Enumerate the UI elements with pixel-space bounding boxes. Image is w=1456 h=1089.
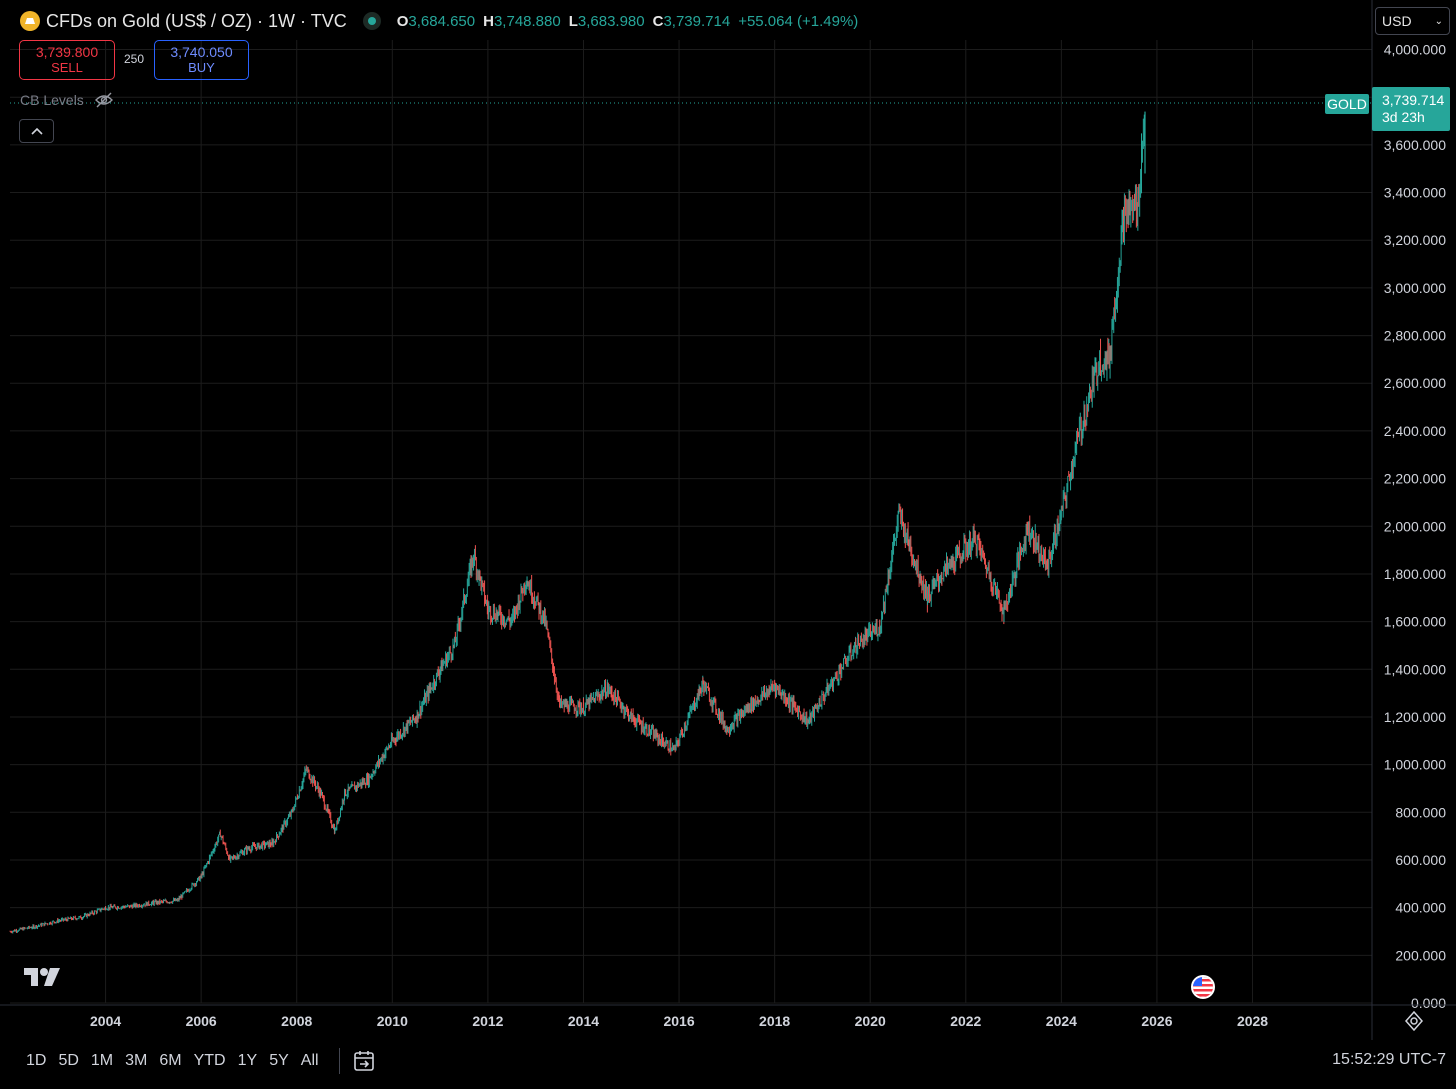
- y-tick-label: 2,800.000: [1384, 328, 1446, 344]
- y-tick-label: 2,000.000: [1384, 518, 1446, 534]
- y-tick-label: 200.000: [1395, 947, 1446, 963]
- timeframe-1y[interactable]: 1Y: [237, 1052, 258, 1069]
- y-tick-label: 3,400.000: [1384, 185, 1446, 201]
- symbol-title[interactable]: CFDs on Gold (US$ / OZ) · 1W · TVC: [46, 10, 347, 31]
- chart-grid: [10, 40, 1372, 1004]
- sell-price: 3,739.800: [35, 44, 99, 60]
- clock[interactable]: 15:52:29 UTC-7: [1332, 1051, 1446, 1068]
- timeframe-ytd[interactable]: YTD: [193, 1052, 226, 1069]
- y-tick-label: 400.000: [1395, 900, 1446, 916]
- sell-button[interactable]: 3,739.800 SELL: [19, 40, 115, 80]
- timeframe-all[interactable]: All: [300, 1052, 319, 1069]
- x-tick-label: 2016: [663, 1013, 694, 1029]
- timeframe-5d[interactable]: 5D: [58, 1052, 79, 1069]
- goto-date-icon[interactable]: [352, 1049, 376, 1073]
- price-chart[interactable]: 0.000 200.000 400.000 600.000 800.000 1,000.0…: [0, 0, 1456, 1040]
- y-tick-label: 2,400.000: [1384, 423, 1446, 439]
- ohlc-low: L3,683.980: [568, 12, 645, 30]
- x-tick-label: 2012: [472, 1013, 503, 1029]
- y-tick-label: 1,400.000: [1384, 661, 1446, 677]
- chevron-down-icon: ⌄: [1434, 15, 1443, 27]
- ohlc-close: C3,739.714: [652, 12, 731, 30]
- x-tick-label: 2006: [186, 1013, 217, 1029]
- currency-select[interactable]: USD ⌄: [1375, 7, 1450, 35]
- axis-settings-icon[interactable]: [1404, 1011, 1424, 1031]
- market-status-icon: [362, 12, 381, 30]
- ohlc-values: O3,684.650 H3,748.880 L3,683.980 C3,739.…: [397, 13, 859, 30]
- last-price-value: 3,739.714: [1382, 92, 1445, 108]
- y-tick-label: 0.000: [1411, 995, 1446, 1011]
- indicator-name: CB Levels: [20, 92, 84, 108]
- spread-value: 250: [123, 52, 145, 66]
- y-tick-label: 1,000.000: [1384, 757, 1446, 773]
- ohlc-high: H3,748.880: [483, 12, 561, 30]
- us-flag-event-icon[interactable]: [1191, 975, 1215, 999]
- buy-button[interactable]: 3,740.050 BUY: [154, 40, 249, 80]
- ohlc-open: O3,684.650: [396, 12, 476, 30]
- y-tick-label: 600.000: [1395, 852, 1446, 868]
- buy-price: 3,740.050: [170, 44, 233, 60]
- symbol-price-label: GOLD: [1325, 94, 1369, 114]
- y-tick-label: 800.000: [1395, 804, 1446, 820]
- timeframe-6m[interactable]: 6M: [159, 1052, 182, 1069]
- y-tick-label: 1,200.000: [1384, 709, 1446, 725]
- bar-countdown: 3d 23h: [1382, 109, 1425, 125]
- tradingview-logo-icon[interactable]: [24, 966, 62, 988]
- currency-value: USD: [1382, 13, 1412, 29]
- y-tick-label: 2,600.000: [1384, 375, 1446, 391]
- x-tick-label: 2024: [1046, 1013, 1077, 1029]
- eye-off-icon[interactable]: [94, 92, 114, 108]
- y-tick-label: 3,200.000: [1384, 232, 1446, 248]
- y-tick-label: 4,000.000: [1384, 42, 1446, 58]
- x-tick-label: 2026: [1141, 1013, 1172, 1029]
- chevron-up-icon: [30, 127, 43, 135]
- timeframe-tabs: 1D 5D 1M 3M 6M YTD 1Y 5Y All: [20, 1052, 325, 1070]
- collapse-legend-button[interactable]: [19, 119, 54, 143]
- x-tick-label: 2010: [377, 1013, 408, 1029]
- timeframe-1m[interactable]: 1M: [90, 1052, 114, 1069]
- last-price-box: 3,739.714 3d 23h: [1372, 87, 1450, 131]
- y-tick-label: 1,800.000: [1384, 566, 1446, 582]
- x-axis: 2004 2006 2008 2010 2012 2014 2016 2018 2020 2022…: [0, 1004, 1456, 1029]
- y-tick-label: 2,200.000: [1384, 471, 1446, 487]
- timeframe-3m[interactable]: 3M: [125, 1052, 148, 1069]
- gold-logo-icon: [20, 11, 40, 31]
- x-tick-label: 2008: [281, 1013, 312, 1029]
- bottom-toolbar: 1D 5D 1M 3M 6M YTD 1Y 5Y All 15:52:29 UTC-7: [0, 1040, 1456, 1082]
- x-tick-label: 2022: [950, 1013, 981, 1029]
- y-tick-label: 3,000.000: [1384, 280, 1446, 296]
- y-axis: 0.000 200.000 400.000 600.000 800.000 1,000.0…: [1371, 0, 1446, 1040]
- toolbar-divider: [338, 1048, 340, 1074]
- x-tick-label: 2028: [1237, 1013, 1268, 1029]
- y-tick-label: 1,600.000: [1384, 614, 1446, 630]
- timeframe-5y[interactable]: 5Y: [269, 1052, 289, 1069]
- timeframe-1d[interactable]: 1D: [26, 1052, 47, 1069]
- x-tick-label: 2014: [568, 1013, 599, 1029]
- x-tick-label: 2004: [90, 1013, 121, 1029]
- symbol-header: CFDs on Gold (US$ / OZ) · 1W · TVC O3,68…: [20, 10, 858, 32]
- price-change: +55.064 (+1.49%): [738, 12, 859, 30]
- chart-series: [9, 111, 1146, 934]
- x-tick-label: 2020: [855, 1013, 886, 1029]
- indicator-legend[interactable]: CB Levels: [20, 92, 114, 108]
- buy-label: BUY: [188, 60, 215, 75]
- x-tick-label: 2018: [759, 1013, 790, 1029]
- y-tick-label: 3,600.000: [1384, 137, 1446, 153]
- sell-label: SELL: [51, 60, 83, 75]
